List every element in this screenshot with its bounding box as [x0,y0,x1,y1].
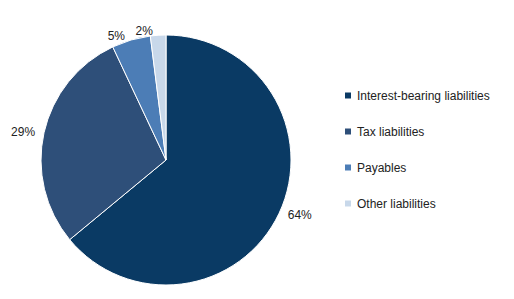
svg-text:2%: 2% [136,24,154,38]
svg-text:5%: 5% [108,29,126,43]
svg-text:29%: 29% [11,125,35,139]
svg-text:Payables: Payables [357,161,406,175]
svg-text:Other liabilities: Other liabilities [357,197,436,211]
svg-text:64%: 64% [288,208,312,222]
svg-text:Tax liabilities: Tax liabilities [357,125,424,139]
svg-text:Interest-bearing liabilities: Interest-bearing liabilities [357,89,490,103]
